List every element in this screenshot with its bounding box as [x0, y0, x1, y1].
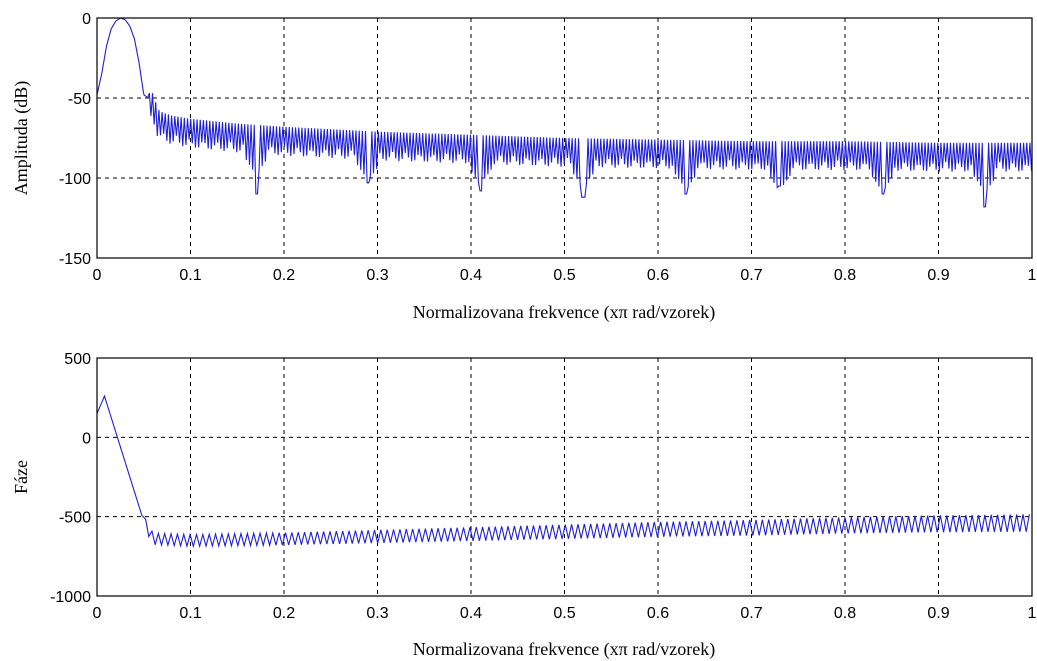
phase-xtick-label: 0.3	[366, 605, 388, 622]
amplitude-xtick-label: 0	[93, 267, 102, 284]
phase-xtick-label: 0.4	[460, 605, 482, 622]
amplitude-tick-labels: 0 0.1 0.2 0.3 0.4 0.5 0.6 0.7 0.8 0.9 1 0 -50 -100 -15…	[59, 11, 1037, 284]
amplitude-xtick-label: 0.1	[179, 267, 201, 284]
amplitude-ytick-label: -100	[59, 171, 91, 188]
amplitude-xtick-label: 0.8	[834, 267, 856, 284]
amplitude-xtick-label: 0.7	[740, 267, 762, 284]
amplitude-ylabel: Amplituda (dB)	[11, 81, 32, 196]
phase-ylabel: Fáze	[11, 460, 31, 494]
amplitude-xtick-label: 0.6	[647, 267, 669, 284]
phase-plot: 0 0.1 0.2 0.3 0.4 0.5 0.6 0.7 0.8 0.9 1 500 0 -500 -10…	[11, 351, 1037, 660]
phase-xtick-label: 0.5	[553, 605, 575, 622]
phase-xlabel: Normalizovana frekvence (xπ rad/vzorek)	[413, 639, 715, 660]
amplitude-xtick-label: 0.3	[366, 267, 388, 284]
phase-axes-frame	[96, 357, 1033, 597]
phase-xtick-label: 0.2	[273, 605, 295, 622]
amplitude-xtick-label: 0.4	[460, 267, 482, 284]
phase-ytick-label: 0	[82, 430, 91, 447]
amplitude-trace	[96, 17, 1033, 208]
phase-xtick-label: 1	[1028, 605, 1037, 622]
amplitude-ytick-label: -50	[68, 91, 91, 108]
amplitude-ytick-label: 0	[82, 11, 91, 28]
amplitude-xtick-label: 0.2	[273, 267, 295, 284]
phase-ytick-label: -500	[59, 510, 91, 527]
phase-xtick-label: 0.9	[927, 605, 949, 622]
phase-ytick-label: -1000	[50, 589, 91, 606]
phase-trace	[96, 394, 1030, 549]
amplitude-ytick-label: -150	[59, 251, 91, 268]
phase-grid	[97, 358, 1032, 596]
phase-xtick-label: 0.8	[834, 605, 856, 622]
amplitude-xtick-label: 1	[1028, 267, 1037, 284]
amplitude-xtick-label: 0.5	[553, 267, 575, 284]
phase-tick-labels: 0 0.1 0.2 0.3 0.4 0.5 0.6 0.7 0.8 0.9 1 500 0 -500 -10…	[50, 351, 1036, 622]
phase-xtick-label: 0	[93, 605, 102, 622]
phase-xtick-label: 0.6	[647, 605, 669, 622]
phase-xtick-label: 0.7	[740, 605, 762, 622]
phase-xtick-label: 0.1	[179, 605, 201, 622]
phase-ytick-label: 500	[64, 351, 91, 368]
amplitude-plot: 0 0.1 0.2 0.3 0.4 0.5 0.6 0.7 0.8 0.9 1 0 -50 -100 -15…	[11, 11, 1037, 323]
amplitude-xlabel: Normalizovana frekvence (xπ rad/vzorek)	[413, 302, 715, 323]
amplitude-xtick-label: 0.9	[927, 267, 949, 284]
amplitude-axes-frame	[96, 17, 1033, 259]
